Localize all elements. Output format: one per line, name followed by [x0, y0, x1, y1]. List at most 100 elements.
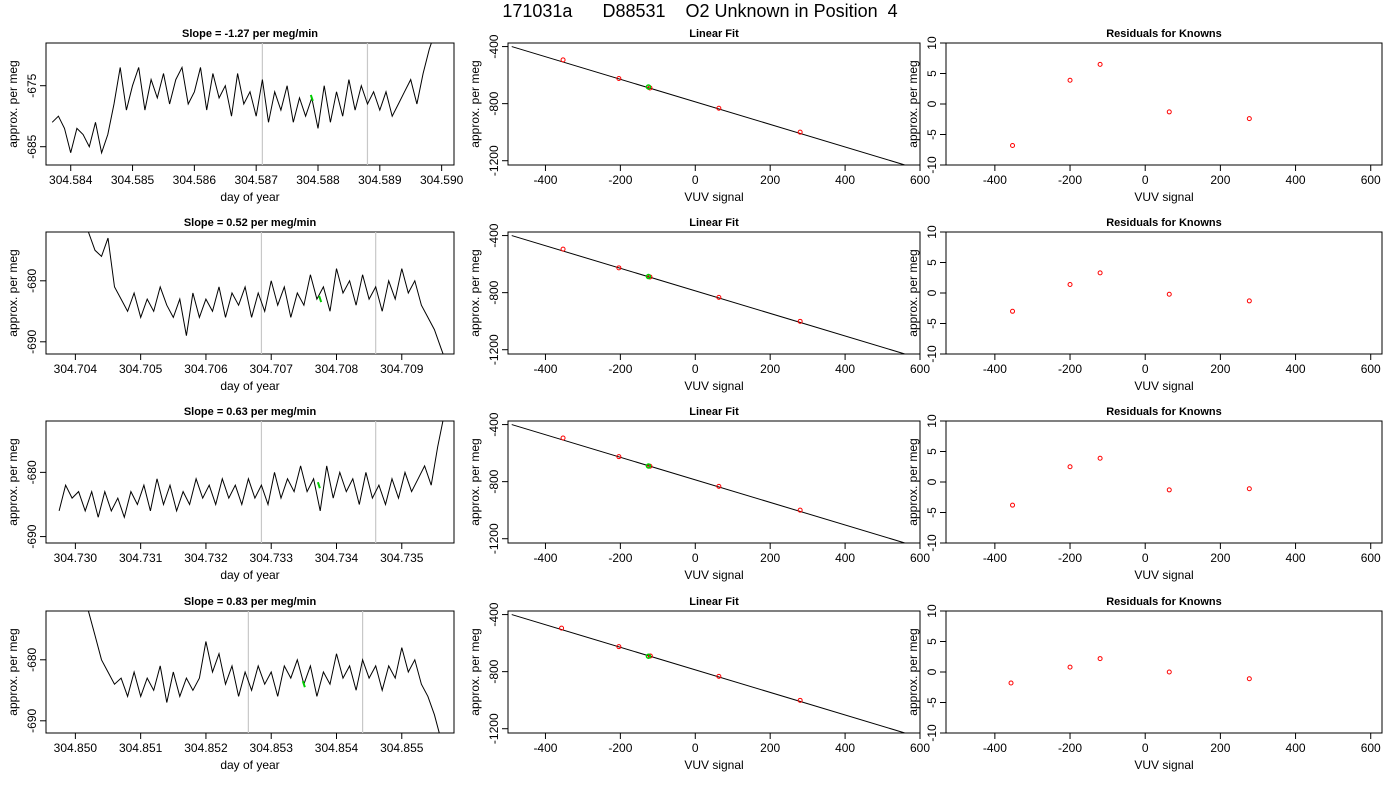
panel-trace-1: Slope = -1.27 per meg/min day of year appr…: [6, 28, 464, 204]
residual-point: [1097, 656, 1103, 662]
x-tick-label: 304.585: [111, 173, 155, 187]
x-tick-label: 304.732: [184, 551, 228, 565]
panel-title: Residuals for Knowns: [1106, 217, 1222, 229]
y-tick-label: -680: [25, 268, 39, 292]
unknown-point: [645, 273, 652, 280]
panel-title: Slope = 0.63 per meg/min: [184, 406, 317, 418]
unknown-point-marker: [301, 680, 306, 688]
x-tick-label: -200: [1058, 741, 1082, 755]
x-tick-label: 200: [760, 362, 780, 376]
signal-trace: [51, 43, 432, 155]
y-tick-label: 5: [925, 448, 939, 455]
residual-point: [1166, 109, 1172, 115]
known-point: [560, 57, 566, 63]
x-tick-label: -200: [608, 551, 632, 565]
known-point: [797, 129, 803, 135]
panel-title: Linear Fit: [689, 217, 739, 229]
x-axis-label: VUV signal: [1134, 190, 1193, 204]
x-tick-label: 400: [1286, 173, 1306, 187]
residual-point: [1010, 502, 1016, 508]
x-tick-label: 400: [835, 551, 855, 565]
known-point: [616, 454, 622, 460]
x-tick-label: -200: [608, 741, 632, 755]
residual-point: [1097, 61, 1103, 67]
x-tick-label: 400: [835, 362, 855, 376]
x-tick-label: 304.855: [380, 741, 424, 755]
plot-area: [87, 232, 444, 354]
y-tick-label: 0: [925, 289, 939, 296]
plot-frame: [45, 420, 455, 544]
residual-point: [1097, 455, 1103, 461]
x-tick-label: 304.587: [234, 173, 278, 187]
x-tick-label: -200: [1058, 551, 1082, 565]
panel-fit-1: Linear Fit VUV signal approx. per meg -400 -…: [468, 28, 930, 204]
x-tick-label: 600: [910, 362, 930, 376]
panel-trace-3: Slope = 0.63 per meg/min day of year appro…: [6, 406, 455, 582]
y-tick-label: -690: [25, 708, 39, 732]
x-tick-label: 200: [760, 741, 780, 755]
unknown-point-marker: [316, 481, 321, 489]
known-point: [716, 294, 722, 300]
fit-line: [511, 424, 907, 543]
y-tick-label: -800: [487, 659, 501, 683]
x-tick-label: 400: [1286, 362, 1306, 376]
residual-point: [1246, 298, 1252, 304]
x-tick-label: 304.590: [420, 173, 464, 187]
y-tick-label: 10: [925, 225, 939, 239]
x-tick-label: 200: [1210, 741, 1230, 755]
residual-point: [1166, 487, 1172, 493]
panel-resid-2: Residuals for Knowns VUV signal approx. pe…: [906, 217, 1383, 393]
residual-point: [1067, 77, 1073, 83]
x-tick-label: 200: [1210, 173, 1230, 187]
plot-area: [51, 43, 432, 165]
y-axis-label: approx. per meg: [468, 249, 482, 336]
panel-title: Slope = 0.83 per meg/min: [184, 596, 317, 608]
plot-area: [58, 421, 444, 543]
residual-point: [1010, 142, 1016, 148]
y-tick-label: -5: [925, 697, 939, 708]
x-tick-label: 0: [692, 362, 699, 376]
x-tick-label: 304.734: [315, 551, 359, 565]
x-tick-label: 304.854: [315, 741, 359, 755]
y-tick-label: -675: [25, 73, 39, 97]
y-axis-label: approx. per meg: [468, 628, 482, 715]
signal-trace: [87, 611, 440, 733]
x-axis-label: day of year: [220, 758, 279, 772]
x-tick-label: 304.584: [49, 173, 93, 187]
y-tick-label: -400: [487, 412, 501, 436]
x-tick-label: -400: [533, 551, 557, 565]
panel-title: Linear Fit: [689, 28, 739, 40]
plot-frame: [507, 420, 921, 544]
y-tick-label: -5: [925, 318, 939, 329]
x-axis-label: VUV signal: [1134, 568, 1193, 582]
y-tick-label: -690: [25, 329, 39, 353]
x-axis-label: day of year: [220, 379, 279, 393]
y-tick-label: 5: [925, 638, 939, 645]
signal-trace: [87, 232, 444, 354]
x-tick-label: 200: [1210, 362, 1230, 376]
known-point: [797, 507, 803, 513]
x-tick-label: 304.853: [250, 741, 294, 755]
y-tick-label: -800: [487, 469, 501, 493]
y-tick-label: -1200: [487, 334, 501, 365]
y-tick-label: -1200: [487, 145, 501, 176]
x-axis-label: VUV signal: [1134, 758, 1193, 772]
x-tick-label: -200: [1058, 362, 1082, 376]
unknown-point: [645, 84, 652, 90]
y-tick-label: -690: [25, 524, 39, 548]
y-tick-label: 10: [925, 36, 939, 50]
plot-area: [1008, 656, 1252, 686]
panel-trace-2: Slope = 0.52 per meg/min day of year appro…: [6, 217, 455, 393]
y-tick-label: -10: [925, 345, 939, 363]
x-tick-label: 600: [1361, 362, 1381, 376]
x-tick-label: 0: [1142, 173, 1149, 187]
x-axis-label: day of year: [220, 568, 279, 582]
x-tick-label: 304.731: [119, 551, 163, 565]
plot-area: [1010, 455, 1252, 508]
x-tick-label: 304.707: [250, 362, 294, 376]
y-tick-label: 10: [925, 604, 939, 618]
known-point: [616, 644, 622, 650]
x-tick-label: 304.708: [315, 362, 359, 376]
x-tick-label: 304.850: [54, 741, 98, 755]
